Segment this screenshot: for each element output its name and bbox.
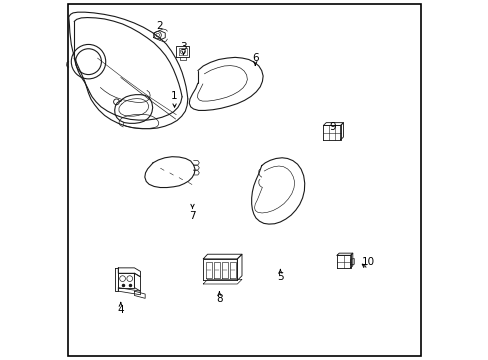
Text: 4: 4 (117, 305, 124, 315)
Text: 7: 7 (189, 211, 195, 221)
Text: 5: 5 (277, 272, 283, 282)
Text: 3: 3 (180, 42, 186, 52)
Text: 9: 9 (328, 122, 335, 132)
Text: 8: 8 (216, 294, 222, 304)
Text: 1: 1 (171, 91, 178, 101)
Text: 6: 6 (251, 53, 258, 63)
Text: 2: 2 (156, 21, 162, 31)
Text: 10: 10 (361, 257, 374, 267)
